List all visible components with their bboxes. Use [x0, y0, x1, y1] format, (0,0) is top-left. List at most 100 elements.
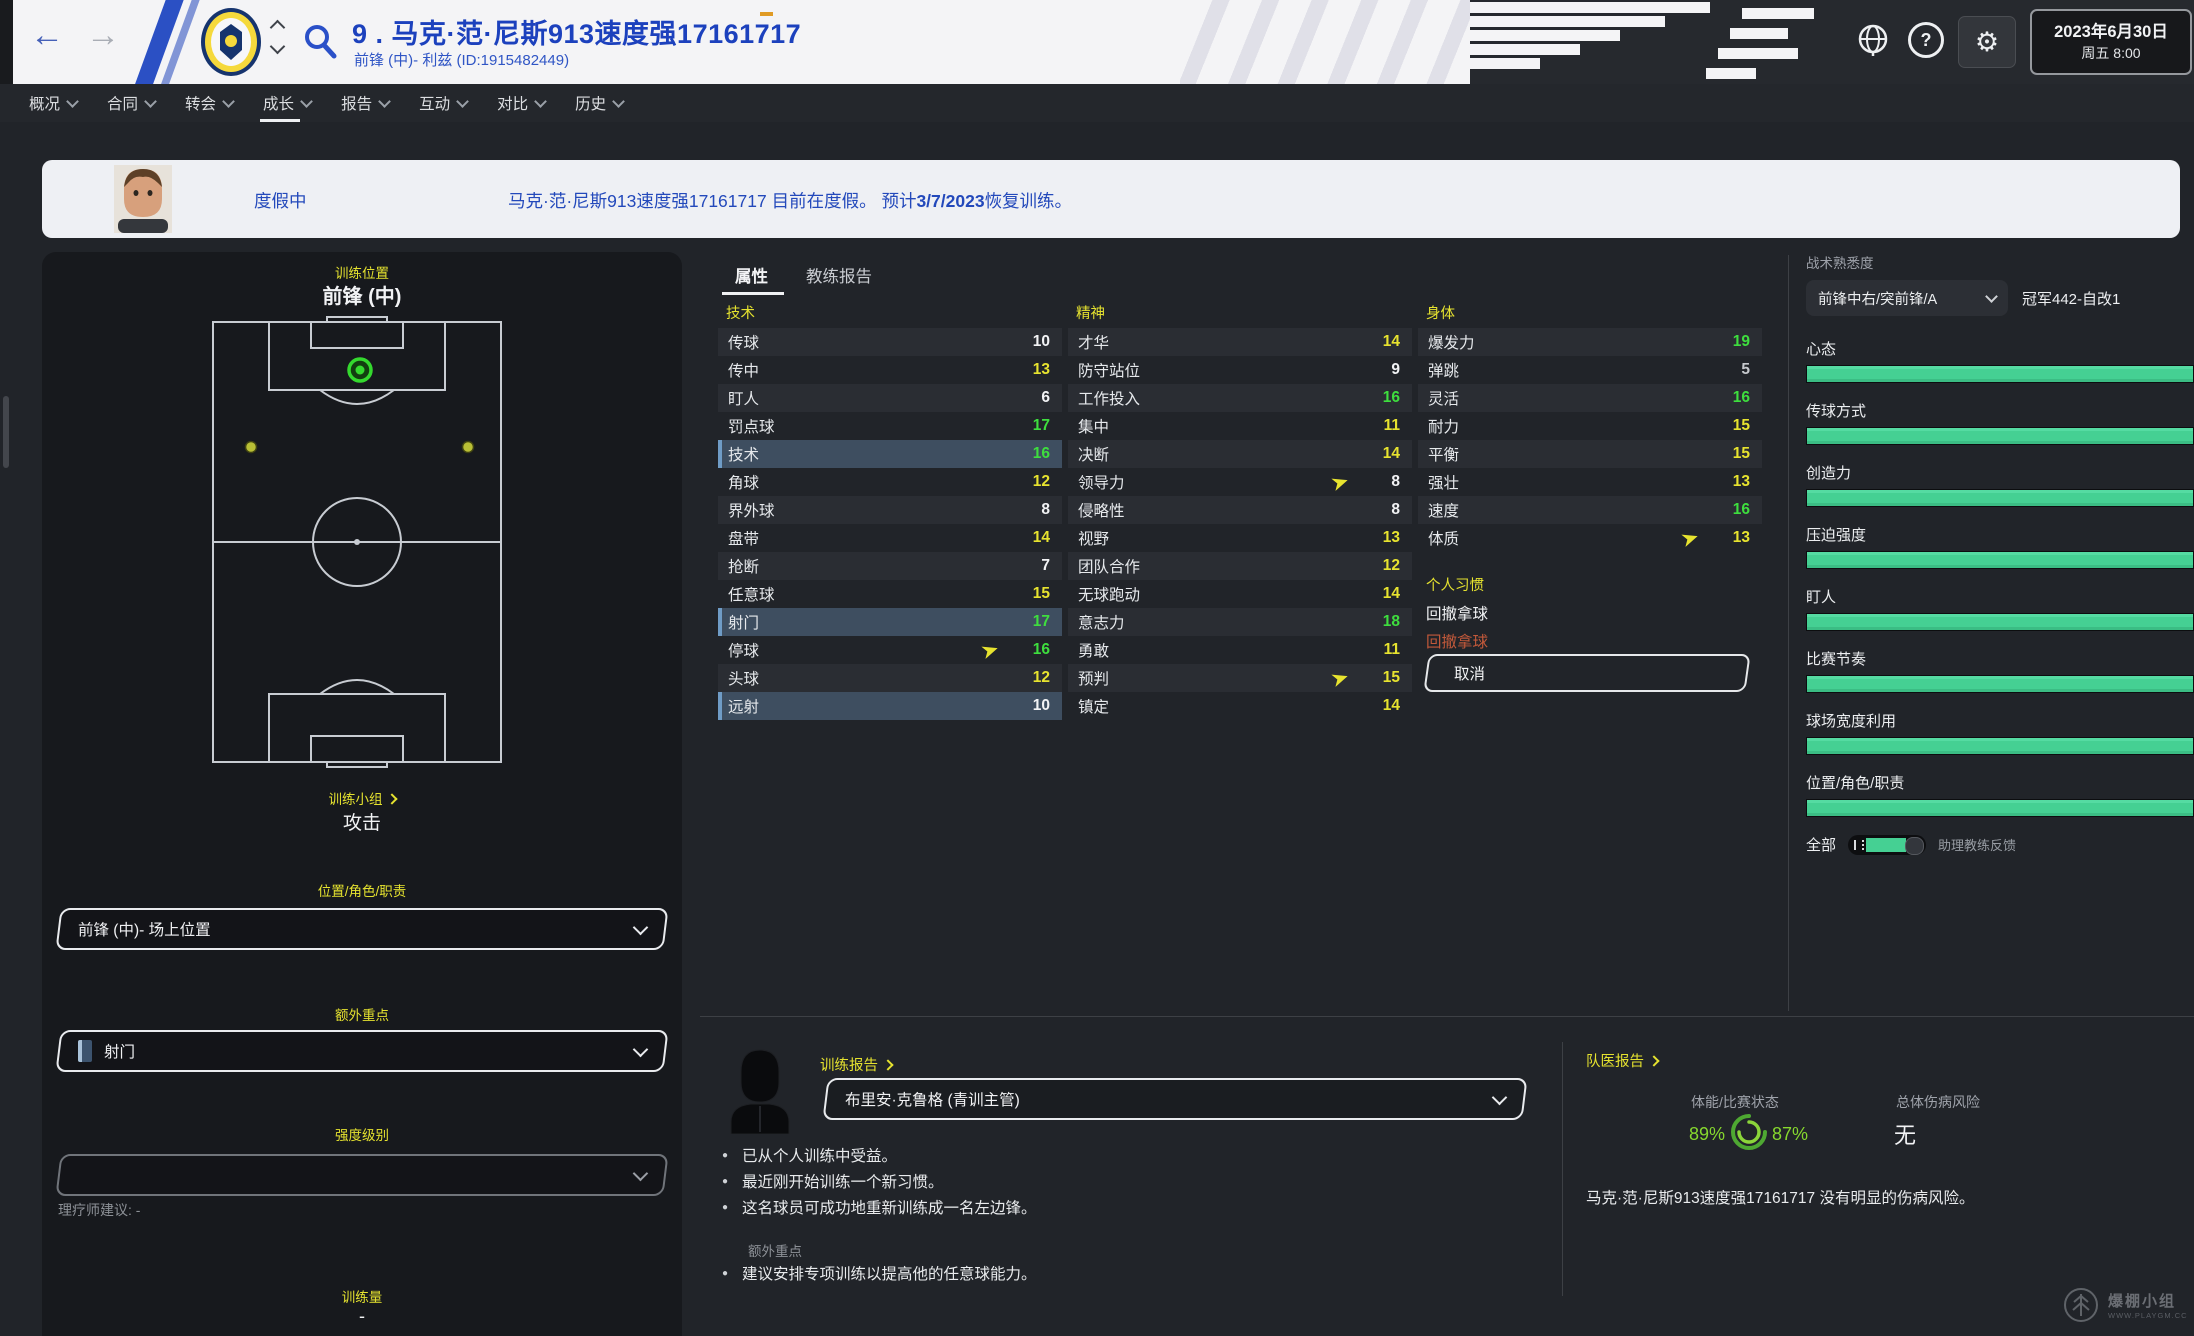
- attr-row-传球[interactable]: 传球 10: [718, 328, 1062, 356]
- familiarity-bar: [1806, 675, 2194, 693]
- tactic-name[interactable]: 冠军442-自改1: [2022, 290, 2121, 308]
- attr-row-射门[interactable]: 射门 17: [718, 608, 1062, 636]
- attr-value: 12: [1032, 669, 1050, 686]
- familiarity-overall-slider[interactable]: [1848, 834, 1927, 855]
- habit-item[interactable]: 回撤拿球: [1426, 606, 1489, 623]
- familiarity-bar: [1806, 613, 2194, 631]
- attr-row-耐力[interactable]: 耐力 15: [1418, 412, 1762, 440]
- nav-tab-互动[interactable]: 互动: [404, 84, 482, 122]
- attr-row-灵活[interactable]: 灵活 16: [1418, 384, 1762, 412]
- medical-report-link[interactable]: 队医报告: [1586, 1050, 1660, 1071]
- club-crest-icon[interactable]: [198, 6, 264, 78]
- extra-focus-value: 射门: [104, 1044, 136, 1061]
- attr-row-侵略性[interactable]: 侵略性 8: [1068, 496, 1412, 524]
- forward-arrow-icon[interactable]: →: [86, 16, 120, 54]
- attr-row-停球[interactable]: 停球 16: [718, 636, 1062, 664]
- attr-row-团队合作[interactable]: 团队合作 12: [1068, 552, 1412, 580]
- chevron-down-icon[interactable]: [269, 38, 286, 55]
- attr-row-才华[interactable]: 才华 14: [1068, 328, 1412, 356]
- attr-row-角球[interactable]: 角球 12: [718, 468, 1062, 496]
- vacation-return-date: 3/7/2023: [916, 191, 985, 211]
- attr-row-集中[interactable]: 集中 11: [1068, 412, 1412, 440]
- attr-row-任意球[interactable]: 任意球 15: [718, 580, 1062, 608]
- familiarity-label: 球场宽度利用: [1806, 713, 1897, 730]
- attr-value: 14: [1382, 697, 1400, 714]
- settings-gear-icon[interactable]: ⚙: [1958, 16, 2016, 68]
- search-icon[interactable]: [302, 22, 338, 60]
- familiarity-bar-fill: [1807, 366, 2193, 382]
- header-bar: ← → 9 . 马克·范·尼斯913速度强17161717 前锋 (中)- 利兹…: [0, 0, 2194, 94]
- role-familiarity-select[interactable]: 前锋中右/突前锋/A: [1806, 280, 2008, 316]
- attr-section-header: 技术: [726, 306, 755, 322]
- player-switcher[interactable]: [269, 19, 286, 55]
- attr-name: 意志力: [1078, 615, 1125, 632]
- attr-row-意志力[interactable]: 意志力 18: [1068, 608, 1412, 636]
- attr-value: 14: [1032, 529, 1050, 546]
- attr-row-盯人[interactable]: 盯人 6: [718, 384, 1062, 412]
- nav-tab-转会[interactable]: 转会: [170, 84, 248, 122]
- attr-row-勇敢[interactable]: 勇敢 11: [1068, 636, 1412, 664]
- attr-row-体质[interactable]: 体质 13: [1418, 524, 1762, 552]
- chevron-down-icon: [1491, 1089, 1508, 1105]
- nav-tab-成长[interactable]: 成长: [248, 84, 326, 122]
- nav-tab-对比[interactable]: 对比: [482, 84, 560, 122]
- chevron-down-icon: [534, 94, 547, 108]
- vacation-message: 马克·范·尼斯913速度强17161717 目前在度假。 预计3/7/2023恢…: [508, 188, 1072, 213]
- improving-arrow-icon: [1331, 670, 1349, 687]
- slider-knob[interactable]: [1905, 836, 1925, 855]
- attr-row-领导力[interactable]: 领导力 8: [1068, 468, 1412, 496]
- help-icon[interactable]: ?: [1908, 22, 1944, 58]
- attr-row-界外球[interactable]: 界外球 8: [718, 496, 1062, 524]
- familiarity-bars: 心态 传球方式 创造力 压迫强度 盯人 比赛节奏 球场宽度利用 位置/角色/职责: [1806, 338, 2194, 817]
- cancel-habit-button[interactable]: 取消: [1423, 654, 1751, 692]
- attr-row-技术[interactable]: 技术 16: [718, 440, 1062, 468]
- attr-row-远射[interactable]: 远射 10: [718, 692, 1062, 720]
- back-arrow-icon[interactable]: ←: [30, 16, 64, 54]
- attr-name: 防守站位: [1078, 363, 1141, 380]
- attr-row-罚点球[interactable]: 罚点球 17: [718, 412, 1062, 440]
- nav-tab-报告[interactable]: 报告: [326, 84, 404, 122]
- attr-value: 10: [1032, 333, 1050, 350]
- attr-value: 13: [1732, 473, 1750, 490]
- tab-coach-report[interactable]: 教练报告: [806, 268, 872, 286]
- attr-section-header: 精神: [1076, 306, 1105, 322]
- attr-row-强壮[interactable]: 强壮 13: [1418, 468, 1762, 496]
- scrollbar[interactable]: [3, 396, 9, 468]
- attr-name: 头球: [728, 671, 760, 688]
- attr-row-抢断[interactable]: 抢断 7: [718, 552, 1062, 580]
- nav-tab-历史[interactable]: 历史: [560, 84, 638, 122]
- extra-focus-select[interactable]: 射门: [55, 1030, 669, 1072]
- coach-select[interactable]: 布里安·克鲁格 (青训主管): [822, 1078, 1528, 1120]
- attr-row-防守站位[interactable]: 防守站位 9: [1068, 356, 1412, 384]
- attr-row-无球跑动[interactable]: 无球跑动 14: [1068, 580, 1412, 608]
- attr-row-镇定[interactable]: 镇定 14: [1068, 692, 1412, 720]
- attr-row-爆发力[interactable]: 爆发力 19: [1418, 328, 1762, 356]
- chevron-up-icon[interactable]: [269, 19, 286, 36]
- attr-row-预判[interactable]: 预判 15: [1068, 664, 1412, 692]
- attr-row-平衡[interactable]: 平衡 15: [1418, 440, 1762, 468]
- attr-row-弹跳[interactable]: 弹跳 5: [1418, 356, 1762, 384]
- attr-row-工作投入[interactable]: 工作投入 16: [1068, 384, 1412, 412]
- game-date-widget[interactable]: 2023年6月30日 周五 8:00: [2030, 9, 2192, 75]
- habit-item[interactable]: 回撤拿球: [1426, 634, 1489, 651]
- nav-tab-合同[interactable]: 合同: [92, 84, 170, 122]
- globe-icon[interactable]: [1856, 22, 1890, 56]
- training-report-link[interactable]: 训练报告: [820, 1054, 894, 1075]
- attr-row-决断[interactable]: 决断 14: [1068, 440, 1412, 468]
- intensity-label: 强度级别: [335, 1128, 389, 1143]
- attr-row-盘带[interactable]: 盘带 14: [718, 524, 1062, 552]
- attr-row-视野[interactable]: 视野 13: [1068, 524, 1412, 552]
- attr-row-速度[interactable]: 速度 16: [1418, 496, 1762, 524]
- training-unit-link[interactable]: 训练小组: [42, 788, 682, 808]
- tab-attributes[interactable]: 属性: [735, 268, 768, 286]
- slider-fill: [1866, 837, 1907, 852]
- watermark-url: WWW.PLAYGM.CC: [2108, 1311, 2188, 1320]
- role-duty-select[interactable]: 前锋 (中)- 场上位置: [55, 908, 669, 950]
- intensity-select[interactable]: [55, 1154, 669, 1196]
- nav-tab-概况[interactable]: 概况: [14, 84, 92, 122]
- attr-row-传中[interactable]: 传中 13: [718, 356, 1062, 384]
- attr-row-头球[interactable]: 头球 12: [718, 664, 1062, 692]
- improving-arrow-icon: [1331, 474, 1349, 491]
- attr-value: 7: [1041, 557, 1050, 574]
